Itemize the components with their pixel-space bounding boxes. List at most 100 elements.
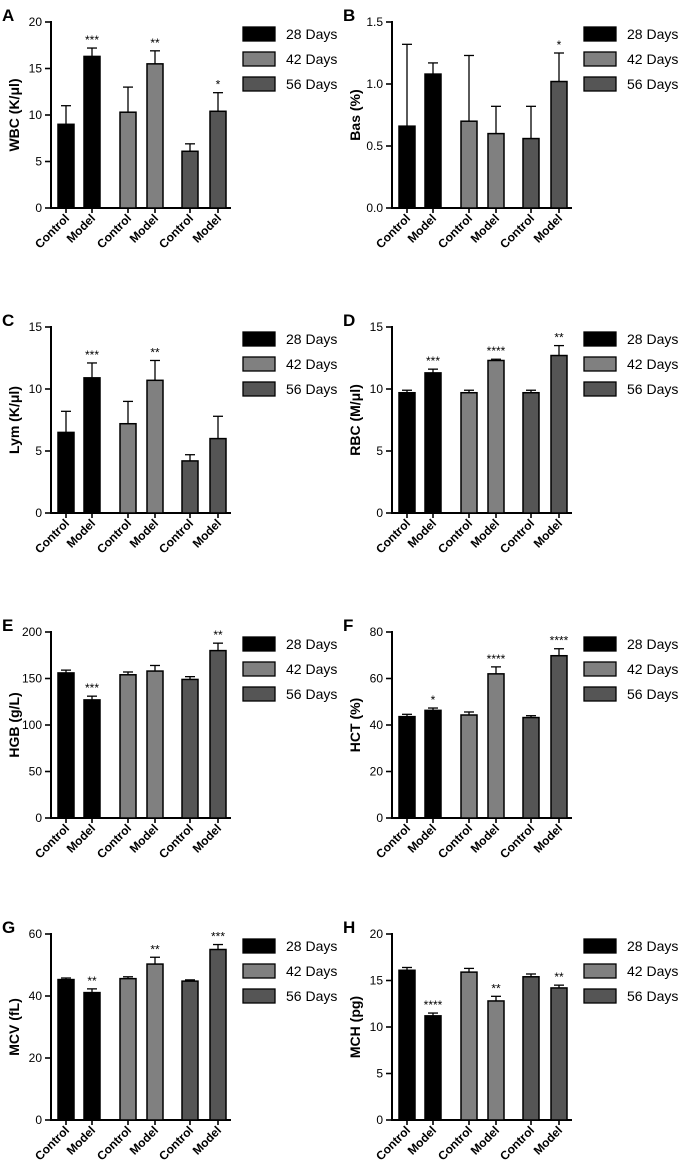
- x-tick-label: Control: [373, 211, 413, 251]
- y-tick-label: 0: [35, 201, 42, 215]
- legend-label: 28 Days: [286, 331, 337, 347]
- legend-item: 56 Days: [242, 988, 337, 1004]
- legend-label: 56 Days: [286, 686, 337, 702]
- bar-model-56-days: [209, 649, 227, 819]
- x-tick-label: Model: [405, 211, 439, 245]
- legend-item: 42 Days: [242, 963, 337, 979]
- legend-item: 28 Days: [583, 938, 678, 954]
- legend-swatch: [583, 76, 617, 92]
- x-tick-label: Control: [94, 211, 134, 251]
- y-tick-label: 20: [29, 1051, 43, 1065]
- bar-control-42-days: [119, 674, 137, 819]
- x-tick-label: Control: [497, 516, 537, 556]
- bar-control-56-days: [522, 137, 540, 209]
- bar-control-42-days: [119, 422, 137, 514]
- x-tick-label: Model: [190, 1123, 224, 1157]
- bar-control-42-days: [119, 977, 137, 1121]
- panel-letter: H: [343, 918, 355, 937]
- y-tick-label: 10: [29, 382, 43, 396]
- panel-letter: B: [343, 6, 355, 25]
- legend-label: 28 Days: [627, 636, 678, 652]
- legend-item: 56 Days: [242, 381, 337, 397]
- x-tick-label: Control: [94, 1123, 134, 1163]
- bar-control-56-days: [522, 391, 540, 514]
- bar-model-56-days: [209, 110, 227, 209]
- legend-swatch: [242, 26, 276, 42]
- bar-control-28-days: [57, 431, 75, 514]
- legend-item: 28 Days: [242, 331, 337, 347]
- legend-item: 42 Days: [583, 963, 678, 979]
- significance-label: *: [216, 78, 221, 92]
- bar-control-28-days: [398, 391, 416, 514]
- x-tick-label: Model: [405, 821, 439, 855]
- significance-label: ****: [487, 652, 506, 666]
- y-axis-label: MCV (fL): [6, 998, 22, 1056]
- y-tick-label: 10: [370, 1020, 384, 1034]
- bar-model-42-days: [146, 963, 164, 1121]
- significance-label: **: [491, 981, 501, 995]
- y-tick-label: 40: [29, 989, 43, 1003]
- y-tick-label: 0: [376, 506, 383, 520]
- bar-control-42-days: [119, 111, 137, 209]
- bar-model-42-days: [487, 1000, 505, 1121]
- bar-model-28-days: [424, 73, 442, 209]
- bar-control-28-days: [57, 672, 75, 819]
- y-tick-label: 5: [376, 444, 383, 458]
- x-tick-label: Model: [531, 1123, 565, 1157]
- x-tick-label: Model: [190, 211, 224, 245]
- y-tick-label: 15: [370, 320, 384, 334]
- legend-label: 56 Days: [627, 686, 678, 702]
- legend-swatch: [242, 381, 276, 397]
- legend-label: 56 Days: [286, 76, 337, 92]
- significance-label: **: [554, 970, 564, 984]
- y-tick-label: 10: [370, 382, 384, 396]
- x-tick-label: Control: [32, 516, 72, 556]
- y-tick-label: 0.5: [366, 139, 383, 153]
- y-tick-label: 1.0: [366, 77, 383, 91]
- legend-swatch: [242, 963, 276, 979]
- significance-label: *: [431, 693, 436, 707]
- bar-model-28-days: [424, 1015, 442, 1121]
- significance-label: **: [213, 628, 223, 642]
- legend-swatch: [242, 331, 276, 347]
- legend-item: 42 Days: [242, 661, 337, 677]
- significance-label: ****: [487, 344, 506, 358]
- y-axis-label: WBC (K/μl): [6, 78, 22, 151]
- legend-item: 28 Days: [583, 331, 678, 347]
- bar-model-42-days: [487, 359, 505, 514]
- y-tick-label: 10: [29, 108, 43, 122]
- x-tick-label: Control: [373, 1123, 413, 1163]
- bar-model-28-days: [83, 699, 101, 819]
- x-tick-label: Model: [531, 821, 565, 855]
- bar-model-42-days: [146, 63, 164, 209]
- legend-swatch: [583, 963, 617, 979]
- x-tick-label: Control: [156, 211, 196, 251]
- y-tick-label: 15: [370, 974, 384, 988]
- y-axis-label: Lym (K/μl): [6, 386, 22, 454]
- x-tick-label: Model: [405, 1123, 439, 1157]
- y-tick-label: 80: [370, 625, 384, 639]
- legend-swatch: [583, 381, 617, 397]
- bar-model-42-days: [487, 132, 505, 209]
- x-tick-label: Control: [497, 821, 537, 861]
- x-tick-label: Control: [156, 821, 196, 861]
- x-tick-label: Control: [497, 1123, 537, 1163]
- significance-label: ****: [424, 998, 443, 1012]
- x-tick-label: Control: [435, 821, 475, 861]
- legend-swatch: [242, 661, 276, 677]
- x-tick-label: Control: [156, 1123, 196, 1163]
- x-tick-label: Model: [190, 821, 224, 855]
- x-tick-label: Control: [435, 1123, 475, 1163]
- legend-swatch: [583, 938, 617, 954]
- y-tick-label: 100: [22, 718, 42, 732]
- legend-item: 28 Days: [583, 26, 678, 42]
- legend-swatch: [583, 51, 617, 67]
